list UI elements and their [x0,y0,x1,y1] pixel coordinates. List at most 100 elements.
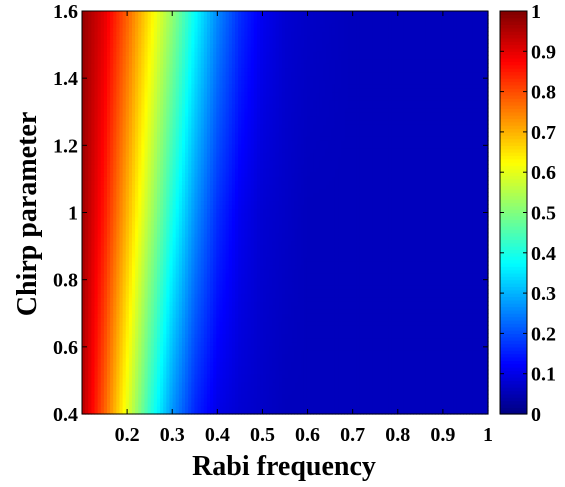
heatmap-cell [88,309,92,314]
heatmap-cell [428,329,433,334]
heatmap-cell [484,285,489,290]
heatmap-cell [125,393,130,399]
heatmap-cell [100,373,105,379]
heatmap-cell [194,285,199,290]
heatmap-cell [328,317,333,322]
heatmap-cell [91,393,96,399]
heatmap-cell [153,369,158,375]
heatmap-cell [278,353,283,359]
heatmap-cell [122,389,127,395]
heatmap-cell [397,285,402,290]
heatmap-cell [153,365,158,371]
heatmap-cell [275,313,280,318]
heatmap-cell [213,333,217,339]
heatmap-cell [103,321,108,326]
heatmap-cell [334,353,339,359]
heatmap-cell [181,357,186,363]
heatmap-cell [238,405,242,411]
heatmap-cell [291,397,295,403]
heatmap-cell [297,317,302,322]
heatmap-cell [425,313,430,318]
heatmap-cell [266,285,270,290]
heatmap-cell [472,321,477,326]
heatmap-cell [478,329,483,334]
heatmap-cell [163,337,167,343]
heatmap-cell [250,301,255,306]
heatmap-cell [391,321,395,326]
heatmap-cell [394,353,399,359]
heatmap-cell [172,325,177,330]
heatmap-cell [338,349,342,355]
heatmap-cell [160,289,164,294]
heatmap-cell [384,353,389,359]
heatmap-cell [447,337,452,343]
heatmap-cell [156,365,161,371]
heatmap-cell [484,337,489,343]
heatmap-cell [363,393,367,399]
heatmap-cell [272,317,277,322]
heatmap-cell [394,345,399,351]
heatmap-cell [359,341,364,347]
heatmap-cell [434,305,439,310]
heatmap-cell [413,389,417,395]
heatmap-cell [447,357,452,363]
heatmap-cell [197,317,202,322]
heatmap-cell [394,297,399,302]
heatmap-cell [144,333,149,339]
heatmap-cell [110,309,114,314]
heatmap-cell [116,313,121,318]
heatmap-cell [300,385,305,391]
heatmap-cell [425,353,430,359]
heatmap-cell [434,385,439,391]
heatmap-cell [175,337,180,343]
heatmap-cell [147,405,152,411]
heatmap-cell [235,309,239,314]
heatmap-cell [144,365,149,371]
heatmap-cell [363,301,367,306]
heatmap-cell [131,353,136,359]
heatmap-cell [185,329,189,334]
heatmap-cell [256,313,261,318]
heatmap-cell [303,285,308,290]
heatmap-cell [166,353,171,359]
heatmap-cell [82,389,86,395]
heatmap-cell [375,337,380,343]
heatmap-cell [472,285,477,290]
heatmap-cell [425,297,430,302]
heatmap-cell [372,301,377,306]
heatmap-cell [434,357,439,363]
heatmap-cell [216,405,221,411]
heatmap-cell [97,361,102,367]
heatmap-cell [406,285,411,290]
heatmap-cell [431,389,436,395]
heatmap-cell [319,357,324,363]
heatmap-cell [85,381,89,387]
heatmap-cell [391,297,395,302]
heatmap-cell [306,313,311,318]
heatmap-cell [381,349,386,355]
heatmap-cell [222,301,227,306]
heatmap-cell [372,381,377,387]
heatmap-cell [206,329,211,334]
heatmap-cell [94,373,99,379]
heatmap-cell [481,409,486,415]
heatmap-cell [103,285,108,290]
heatmap-cell [419,337,424,343]
heatmap-cell [441,369,445,375]
heatmap-cell [260,305,264,310]
heatmap-cell [469,377,473,383]
heatmap-cell [260,405,264,411]
heatmap-cell [425,305,430,310]
heatmap-cell [94,285,99,290]
heatmap-cell [235,285,239,290]
heatmap-cell [384,397,389,403]
heatmap-cell [88,409,92,415]
heatmap-cell [147,341,152,347]
heatmap-cell [325,361,330,367]
heatmap-cell [350,385,355,391]
heatmap-cell [235,345,239,351]
heatmap-cell [197,293,202,298]
heatmap-cell [206,385,211,391]
heatmap-cell [82,373,86,379]
heatmap-cell [263,365,267,371]
